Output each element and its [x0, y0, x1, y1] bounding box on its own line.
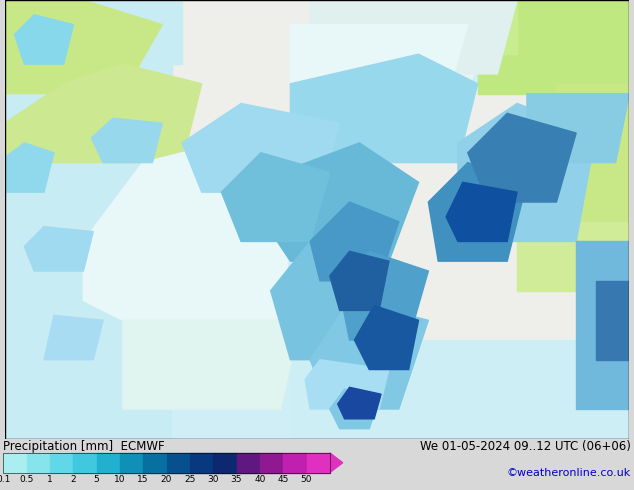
- Text: ©weatheronline.co.uk: ©weatheronline.co.uk: [507, 468, 631, 478]
- Polygon shape: [310, 202, 399, 281]
- Text: 30: 30: [207, 474, 219, 484]
- Polygon shape: [330, 389, 379, 429]
- Polygon shape: [4, 143, 54, 192]
- Polygon shape: [172, 163, 290, 439]
- Polygon shape: [429, 163, 527, 261]
- Polygon shape: [290, 340, 630, 439]
- Text: 5: 5: [94, 474, 100, 484]
- Polygon shape: [15, 15, 74, 64]
- Polygon shape: [271, 242, 399, 360]
- Polygon shape: [4, 64, 202, 163]
- Polygon shape: [330, 453, 343, 472]
- Bar: [73, 453, 96, 472]
- Polygon shape: [458, 103, 596, 242]
- Polygon shape: [349, 0, 630, 84]
- Polygon shape: [527, 94, 630, 163]
- Polygon shape: [468, 113, 576, 202]
- Polygon shape: [24, 227, 93, 271]
- Bar: [3, 453, 330, 472]
- Polygon shape: [576, 242, 630, 409]
- Bar: [3, 453, 27, 472]
- Bar: [190, 453, 213, 472]
- Polygon shape: [182, 103, 340, 192]
- Polygon shape: [330, 251, 389, 311]
- Polygon shape: [354, 305, 418, 369]
- Text: Precipitation [mm]  ECMWF: Precipitation [mm] ECMWF: [3, 440, 165, 453]
- Polygon shape: [517, 222, 630, 291]
- Text: 1: 1: [47, 474, 53, 484]
- Polygon shape: [340, 251, 429, 340]
- Polygon shape: [4, 0, 162, 94]
- Polygon shape: [310, 0, 517, 74]
- Bar: [260, 453, 283, 472]
- Bar: [213, 453, 236, 472]
- Polygon shape: [4, 0, 172, 439]
- Bar: [120, 453, 143, 472]
- Polygon shape: [4, 0, 630, 439]
- Polygon shape: [271, 143, 418, 261]
- Polygon shape: [557, 84, 630, 242]
- Polygon shape: [44, 316, 103, 360]
- Text: 20: 20: [161, 474, 172, 484]
- Polygon shape: [338, 387, 381, 419]
- Polygon shape: [310, 300, 429, 409]
- Bar: [167, 453, 190, 472]
- Polygon shape: [221, 153, 330, 242]
- Polygon shape: [446, 182, 517, 242]
- Polygon shape: [123, 320, 301, 409]
- Polygon shape: [301, 24, 477, 143]
- Polygon shape: [91, 118, 162, 163]
- Text: 50: 50: [301, 474, 313, 484]
- Bar: [27, 453, 50, 472]
- Polygon shape: [290, 24, 468, 94]
- Bar: [50, 453, 73, 472]
- Text: 45: 45: [278, 474, 289, 484]
- Text: 10: 10: [114, 474, 126, 484]
- Polygon shape: [305, 360, 389, 409]
- Text: We 01-05-2024 09..12 UTC (06+06): We 01-05-2024 09..12 UTC (06+06): [420, 440, 631, 453]
- Bar: [283, 453, 306, 472]
- Text: 0.5: 0.5: [19, 474, 34, 484]
- Bar: [306, 453, 330, 472]
- Bar: [143, 453, 167, 472]
- Polygon shape: [4, 0, 182, 64]
- Polygon shape: [596, 281, 630, 360]
- Text: 15: 15: [138, 474, 149, 484]
- Text: 0.1: 0.1: [0, 474, 10, 484]
- Bar: [236, 453, 260, 472]
- Polygon shape: [84, 143, 301, 320]
- Text: 25: 25: [184, 474, 195, 484]
- Text: 35: 35: [231, 474, 242, 484]
- Polygon shape: [418, 0, 517, 54]
- Polygon shape: [290, 54, 477, 163]
- Text: 40: 40: [254, 474, 266, 484]
- Polygon shape: [477, 0, 630, 94]
- Text: 2: 2: [70, 474, 76, 484]
- Bar: [96, 453, 120, 472]
